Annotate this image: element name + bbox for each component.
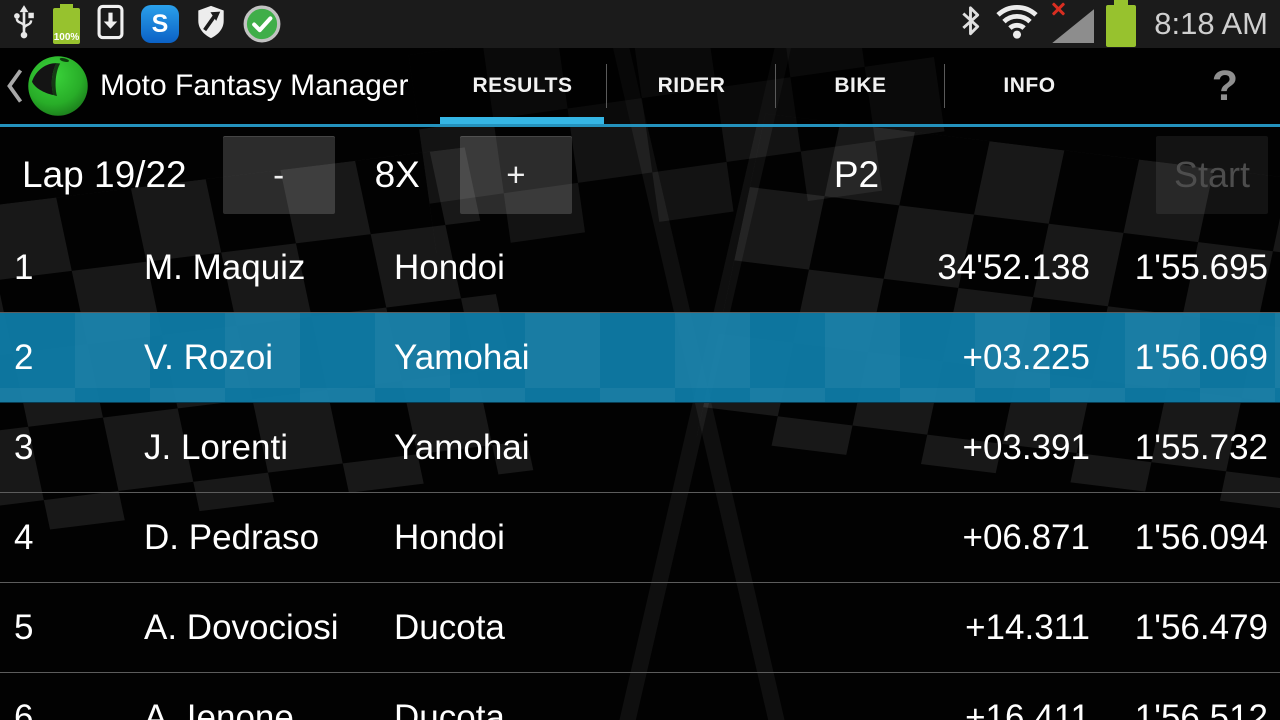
position-cell: 1 <box>14 247 34 287</box>
wifi-icon <box>994 4 1040 45</box>
help-button[interactable]: ? <box>1211 61 1238 110</box>
position-cell: 3 <box>14 427 34 467</box>
speed-increase-button[interactable]: + <box>459 136 572 214</box>
gap-time-cell: +06.871 <box>962 517 1091 557</box>
tab-divider <box>606 64 608 108</box>
usb-icon <box>12 4 36 45</box>
download-icon <box>97 3 124 46</box>
status-bar: 100% S <box>0 0 1280 48</box>
gap-time-cell: +16.411 <box>965 697 1090 720</box>
tab-divider <box>775 64 777 108</box>
tab-divider <box>944 64 946 108</box>
best-lap-cell: 1'56.094 <box>1134 517 1268 557</box>
tab-info[interactable]: INFO <box>1003 74 1056 97</box>
position-cell: 6 <box>14 697 34 720</box>
bike-cell: Hondoi <box>394 247 505 287</box>
app-title: Moto Fantasy Manager <box>100 69 409 102</box>
bike-cell: Yamohai <box>394 427 530 467</box>
rider-cell: J. Lorenti <box>144 427 288 467</box>
bike-cell: Yamohai <box>394 337 530 377</box>
gap-time-cell: 34'52.138 <box>937 247 1090 287</box>
best-lap-cell: 1'55.732 <box>1134 427 1268 467</box>
position-cell: 5 <box>14 607 34 647</box>
helmet-logo-icon <box>22 52 94 120</box>
best-lap-cell: 1'55.695 <box>1134 247 1268 287</box>
speed-decrease-button[interactable]: - <box>222 136 335 214</box>
lap-counter-label: Lap 19/22 <box>22 154 187 195</box>
battery-100-icon: 100% <box>53 4 80 44</box>
back-button[interactable] <box>4 66 26 106</box>
bike-cell: Ducota <box>394 697 505 720</box>
app-bar: Moto Fantasy Manager RESULTS RIDER BIKE … <box>0 48 1280 127</box>
result-row[interactable]: 6 A. Ienone Ducota +16.411 1'56.512 <box>0 673 1280 720</box>
bluetooth-icon <box>959 5 982 43</box>
tab-bar: RESULTS RIDER BIKE INFO <box>438 48 1113 124</box>
gap-time-cell: +03.391 <box>962 427 1091 467</box>
rider-cell: A. Dovociosi <box>144 607 339 647</box>
bike-cell: Hondoi <box>394 517 505 557</box>
rider-cell: D. Pedraso <box>144 517 320 557</box>
race-controls: Lap 19/22 - 8X + P2 Start <box>0 127 1280 223</box>
battery-percent-label: 100% <box>53 32 80 43</box>
shield-icon <box>196 4 226 45</box>
tab-results[interactable]: RESULTS <box>438 48 606 124</box>
result-row[interactable]: 3 J. Lorenti Yamohai +03.391 1'55.732 <box>0 403 1280 493</box>
result-row[interactable]: 1 M. Maquiz Hondoi 34'52.138 1'55.695 <box>0 223 1280 313</box>
rider-cell: V. Rozoi <box>144 337 274 377</box>
result-row[interactable]: 4 D. Pedraso Hondoi +06.871 1'56.094 <box>0 493 1280 583</box>
result-row[interactable]: 2 V. Rozoi Yamohai +03.225 1'56.069 <box>0 313 1280 403</box>
tab-bike[interactable]: BIKE <box>834 74 887 97</box>
tab-rider[interactable]: RIDER <box>657 74 726 97</box>
clock-label: 8:18 AM <box>1154 6 1268 41</box>
skype-icon: S <box>141 5 179 43</box>
bike-cell: Ducota <box>394 607 505 647</box>
skype-letter: S <box>151 9 169 38</box>
no-signal-x-icon <box>1050 1 1066 17</box>
signal-no-service-icon <box>1052 2 1095 43</box>
rider-cell: M. Maquiz <box>144 247 306 287</box>
gap-time-cell: +03.225 <box>962 337 1091 377</box>
best-lap-cell: 1'56.512 <box>1134 697 1268 720</box>
best-lap-cell: 1'56.069 <box>1134 337 1268 377</box>
start-button[interactable]: Start <box>1156 136 1268 214</box>
rider-cell: A. Ienone <box>144 697 294 720</box>
speed-multiplier-label: 8X <box>374 154 420 195</box>
best-lap-cell: 1'56.479 <box>1134 607 1268 647</box>
position-cell: 4 <box>14 517 34 557</box>
check-circle-icon <box>243 5 281 43</box>
position-cell: 2 <box>14 337 34 377</box>
battery-icon <box>1106 0 1137 47</box>
result-row[interactable]: 5 A. Dovociosi Ducota +14.311 1'56.479 <box>0 583 1280 673</box>
gap-time-cell: +14.311 <box>965 607 1090 647</box>
player-position-label: P2 <box>833 154 880 195</box>
results-list: 1 M. Maquiz Hondoi 34'52.138 1'55.695 2 … <box>0 223 1280 720</box>
